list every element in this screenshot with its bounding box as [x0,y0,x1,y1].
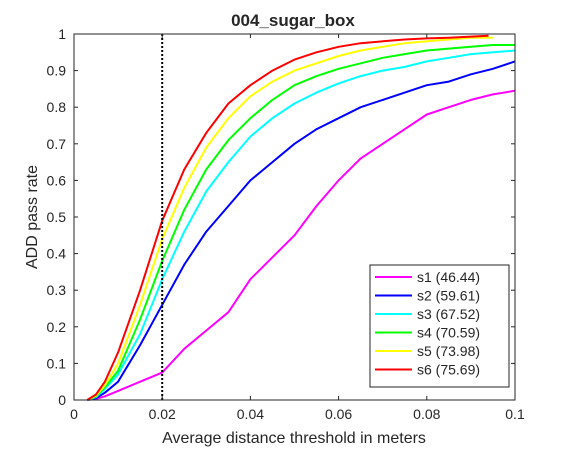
x-axis-label: Average distance threshold in meters [162,430,426,447]
x-tick-label: 0.04 [237,406,264,422]
y-axis-label: ADD pass rate [24,165,41,269]
legend-label-4: s4 (70.59) [417,325,480,341]
x-tick-label: 0.02 [149,406,176,422]
y-tick-label: 0.1 [47,355,67,371]
y-tick-label: 0.2 [47,319,67,335]
y-tick-label: 0.7 [47,136,67,152]
y-tick-label: 0.8 [47,99,67,115]
y-tick-label: 0.3 [47,282,67,298]
x-tick-label: 0 [70,406,78,422]
series-line-6 [86,34,489,401]
series-line-3 [86,49,516,401]
y-axis-ticks: 0 0.1 0.2 0.3 0.4 0.5 0.6 0.7 0.8 0.9 1 [47,26,515,408]
y-tick-label: 0.5 [47,209,67,225]
x-axis-ticks: 0 0.02 0.04 0.06 0.08 0.1 [70,34,525,422]
y-tick-label: 1 [58,26,66,42]
series-layer [86,34,516,401]
legend-box [369,264,510,388]
series-line-2 [86,60,516,401]
legend-label-2: s2 (59.61) [417,288,480,304]
series-line-1 [87,89,516,401]
legend-label-6: s6 (75.69) [417,362,480,378]
x-tick-label: 0.1 [505,406,525,422]
y-tick-label: 0 [58,392,66,408]
x-tick-label: 0.08 [413,406,440,422]
legend: s1 (46.44) s2 (59.61) s3 (67.52) s4 (70.59)… [369,264,510,388]
chart-title: 004_sugar_box [231,11,355,30]
y-tick-label: 0.9 [47,63,67,79]
x-tick-label: 0.06 [325,406,352,422]
legend-label-1: s1 (46.44) [417,269,480,285]
y-tick-label: 0.6 [47,172,67,188]
legend-label-3: s3 (67.52) [417,306,480,322]
legend-label-5: s5 (73.98) [417,343,480,359]
series-line-4 [86,44,515,401]
y-tick-label: 0.4 [47,246,67,262]
legend-items: s1 (46.44) s2 (59.61) s3 (67.52) s4 (70.59)… [375,269,480,378]
series-line-5 [86,36,493,401]
